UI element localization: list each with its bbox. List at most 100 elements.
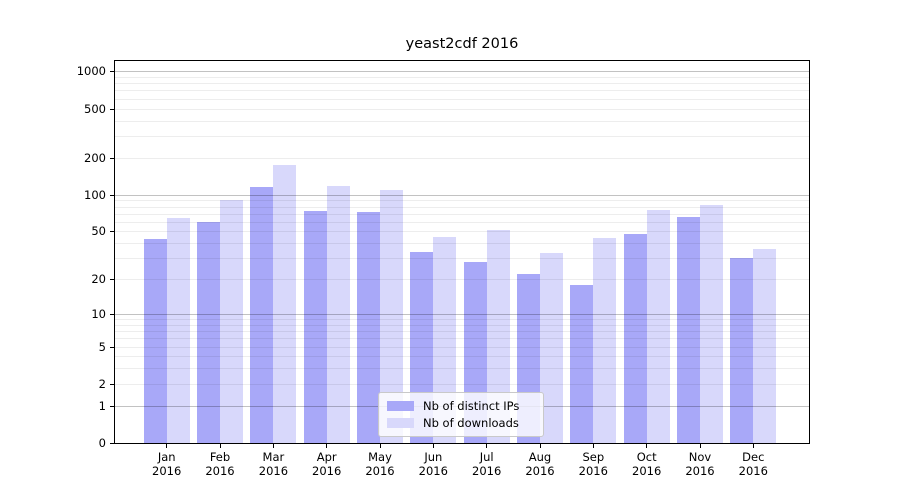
x-tick-label: Sep 2016: [578, 450, 608, 478]
x-tick-month: Dec: [742, 450, 765, 464]
y-tick: [110, 346, 114, 348]
x-tick-year: 2016: [258, 463, 289, 478]
gridline-major: [115, 194, 809, 196]
y-tick: [110, 194, 114, 196]
gridline-minor: [115, 324, 809, 326]
grid-layer: [115, 61, 809, 443]
legend-swatch: [387, 401, 414, 412]
x-tick-year: 2016: [205, 463, 235, 478]
bar-feb-distinct-ips: [197, 221, 220, 443]
x-tick-label: May 2016: [365, 450, 395, 478]
bar-may-downloads: [380, 189, 403, 443]
x-tick-year: 2016: [685, 463, 715, 478]
bar-jan-downloads: [166, 218, 190, 443]
x-tick-label: Jun 2016: [418, 450, 448, 478]
bar-dec-downloads: [753, 248, 777, 443]
x-tick-label: Feb 2016: [205, 450, 235, 478]
legend-item-downloads: Nb of downloads: [387, 415, 535, 432]
y-tick-label: 20: [91, 272, 106, 287]
x-tick: [539, 444, 541, 448]
bar-sep-downloads: [593, 238, 617, 443]
gridline-minor: [115, 90, 809, 92]
gridline-minor: [115, 243, 809, 245]
x-tick-label: Apr 2016: [312, 450, 341, 478]
bar-jan-distinct-ips: [143, 239, 167, 443]
x-tick-year: 2016: [365, 463, 395, 478]
x-tick-label: Dec 2016: [738, 450, 768, 478]
y-tick: [110, 383, 114, 385]
y-tick: [110, 231, 114, 233]
gridline-minor: [115, 221, 809, 223]
x-tick-month: Jun: [424, 450, 443, 464]
bar-oct-downloads: [646, 210, 670, 443]
gridline-minor: [115, 206, 809, 208]
x-tick-month: Feb: [209, 450, 231, 464]
y-tick-label: 2: [98, 376, 106, 391]
gridline-minor: [115, 383, 809, 385]
x-tick: [432, 444, 434, 448]
gridline-minor: [115, 200, 809, 202]
y-tick-label: 5: [98, 339, 106, 354]
gridline-minor: [115, 319, 809, 321]
gridline-minor: [115, 346, 809, 348]
x-tick-year: 2016: [632, 463, 662, 478]
x-tick-label: Jul 2016: [472, 450, 502, 478]
gridline-minor: [115, 135, 809, 137]
bar-feb-downloads: [220, 200, 243, 443]
gridline-minor: [115, 83, 809, 85]
x-tick: [646, 444, 648, 448]
gridline-minor: [115, 279, 809, 281]
gridline-minor: [115, 76, 809, 78]
x-tick-year: 2016: [418, 463, 448, 478]
y-tick-label: 100: [84, 187, 106, 202]
gridline-minor: [115, 258, 809, 260]
x-tick-label: Jan 2016: [152, 450, 181, 478]
x-tick-year: 2016: [578, 463, 608, 478]
x-tick-year: 2016: [525, 463, 555, 478]
bar-sep-distinct-ips: [570, 284, 594, 443]
x-tick: [219, 444, 221, 448]
bar-mar-distinct-ips: [250, 187, 274, 443]
bar-nov-distinct-ips: [677, 216, 700, 443]
x-tick-label: Oct 2016: [632, 450, 662, 478]
bar-aug-downloads: [540, 253, 563, 443]
gridline-minor: [115, 120, 809, 122]
gridline-minor: [115, 331, 809, 333]
y-tick: [110, 157, 114, 159]
y-tick-label: 1: [98, 398, 106, 413]
bar-nov-downloads: [700, 205, 723, 443]
gridline-minor: [115, 356, 809, 358]
gridline-minor: [115, 157, 809, 159]
x-tick: [166, 444, 168, 448]
legend-label: Nb of downloads: [423, 415, 519, 430]
x-tick-label: Mar 2016: [258, 450, 289, 478]
y-tick: [110, 279, 114, 281]
gridline-major: [115, 314, 809, 315]
bar-jul-downloads: [486, 230, 510, 443]
x-tick: [486, 444, 488, 448]
gridline-major: [115, 71, 809, 73]
y-tick: [110, 108, 114, 110]
x-tick-month: Apr: [316, 450, 337, 464]
x-tick-year: 2016: [738, 463, 768, 478]
x-tick-month: Oct: [636, 450, 657, 464]
legend-item-distinct-ips: Nb of distinct IPs: [387, 398, 535, 415]
y-tick: [110, 405, 114, 407]
bar-may-distinct-ips: [357, 212, 380, 443]
y-tick-label: 200: [84, 150, 106, 165]
y-tick-label: 10: [91, 307, 106, 321]
x-tick-year: 2016: [472, 463, 502, 478]
gridline-minor: [115, 338, 809, 340]
y-tick-label: 1000: [76, 64, 106, 79]
gridline-minor: [115, 231, 809, 233]
bar-oct-distinct-ips: [623, 233, 647, 443]
y-tick: [110, 314, 114, 315]
bar-dec-distinct-ips: [730, 258, 754, 443]
bar-jun-downloads: [433, 237, 457, 443]
y-tick-label: 500: [84, 101, 106, 116]
x-tick-month: Sep: [582, 450, 605, 464]
x-tick-month: Aug: [528, 450, 552, 464]
y-tick: [110, 71, 114, 73]
x-tick-month: Jul: [479, 450, 494, 464]
